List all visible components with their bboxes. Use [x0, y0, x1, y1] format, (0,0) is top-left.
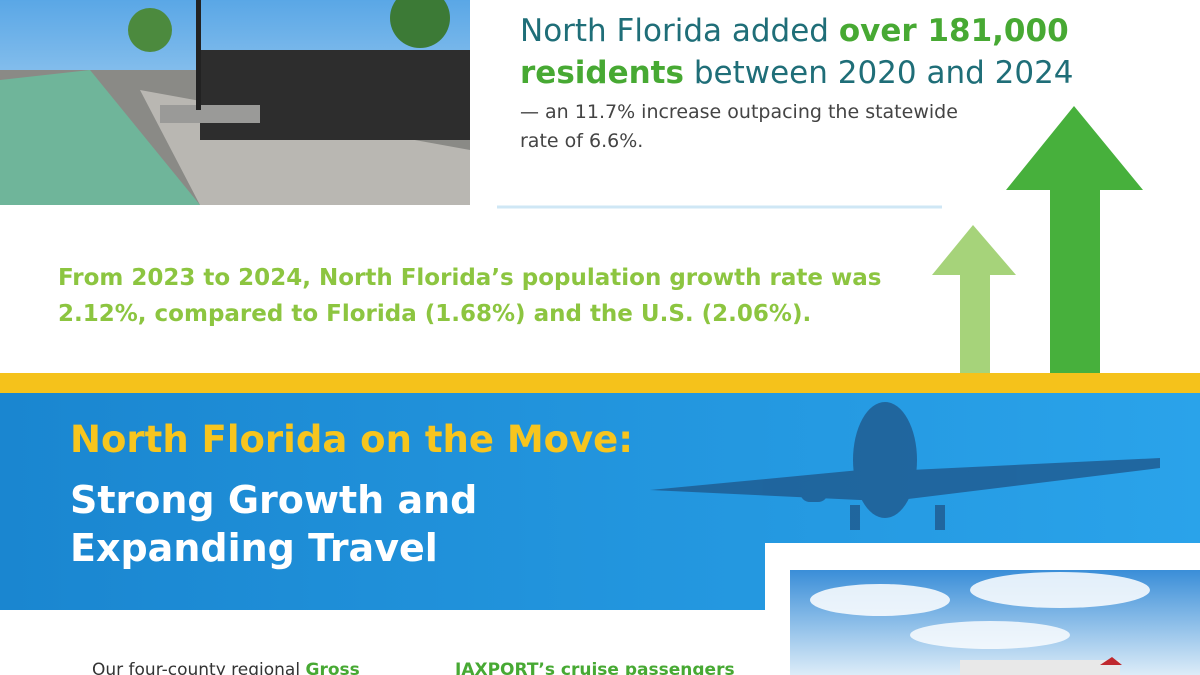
small-up-arrow: [932, 225, 1016, 375]
banner-kicker: North Florida on the Move:: [70, 418, 634, 461]
bullet: JAXPORT’s cruise passengers: [455, 660, 735, 675]
bullet-highlight: JAXPORT’s cruise passengers: [455, 660, 735, 675]
headline-detail: — an 11.7% increase outpacing the statew…: [520, 101, 958, 152]
banner-title: Strong Growth and Expanding Travel: [70, 478, 478, 570]
bullet-lead: Our four-county regional: [92, 660, 301, 675]
bullet-highlight: Gross: [305, 660, 360, 675]
headline-tail: between 2020 and 2024: [693, 55, 1074, 91]
airplane-silhouette: [650, 402, 1160, 530]
large-up-arrow: [1006, 106, 1143, 375]
growth-note: From 2023 to 2024, North Florida’s popul…: [58, 265, 882, 327]
photo-cruise: [790, 570, 1200, 675]
headline: North Florida added over 181,000 residen…: [520, 10, 1180, 94]
bullet: Our four-county regional Gross: [92, 660, 360, 675]
yellow-band: [0, 373, 1200, 393]
headline-lead: North Florida added: [520, 13, 829, 49]
photo-riversedge: [0, 0, 470, 205]
headline-highlight: over 181,000 residents: [520, 13, 1069, 91]
